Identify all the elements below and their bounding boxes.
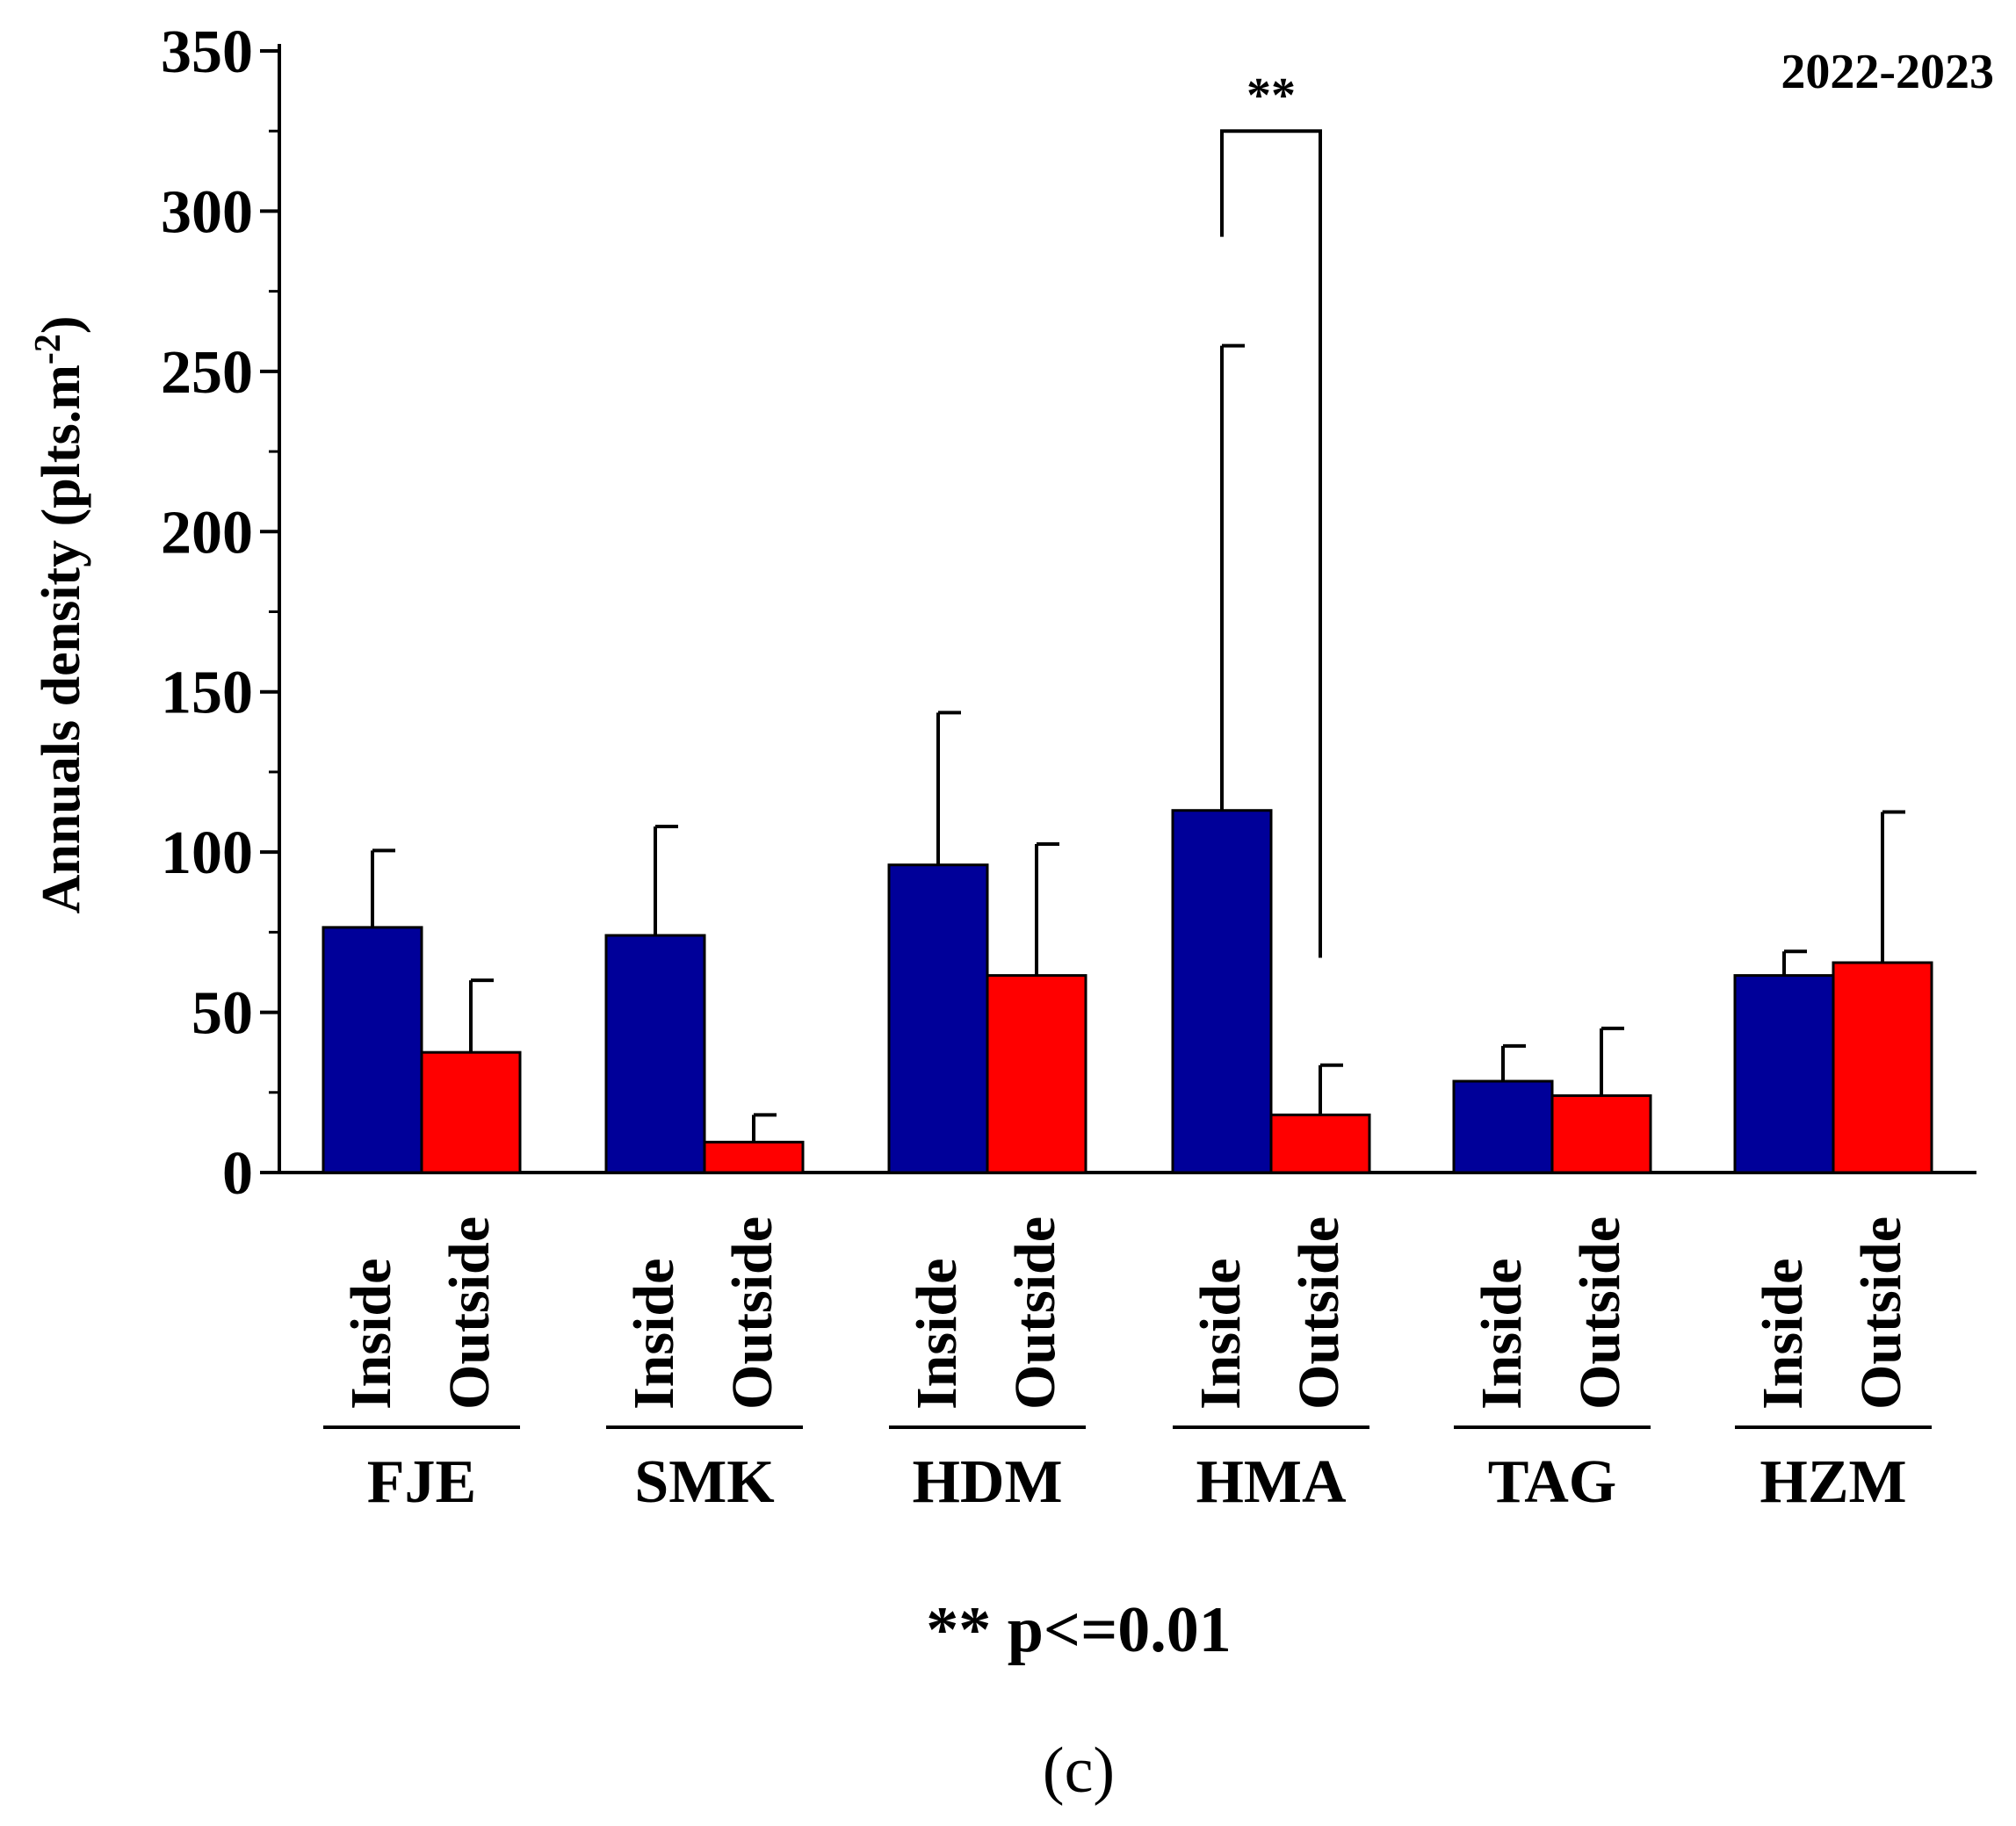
site-label-fje: FJE (367, 1448, 476, 1516)
condition-label: Outside (1003, 1216, 1067, 1410)
site-label-tag: TAG (1488, 1448, 1617, 1516)
bar-hzm-inside (1733, 974, 1835, 1174)
site-label-hma: HMA (1196, 1448, 1347, 1516)
bar-smk-outside (703, 1140, 805, 1174)
bar-hdm-outside (986, 974, 1087, 1174)
plot-area (260, 44, 1976, 1429)
condition-label: Inside (905, 1259, 969, 1410)
y-axis-title-main: Annuals density (plts.m (32, 364, 91, 913)
bar-fje-inside (322, 926, 423, 1174)
bar-hma-outside (1269, 1113, 1371, 1174)
bar-hzm-outside (1832, 961, 1933, 1174)
y-tick-label: 0 (222, 1140, 253, 1208)
y-tick-label: 300 (161, 178, 253, 246)
condition-label: Outside (1568, 1216, 1632, 1410)
bar-hma-inside (1171, 809, 1273, 1174)
bar-tag-inside (1452, 1079, 1554, 1174)
condition-label: Inside (1751, 1259, 1815, 1410)
condition-label: Inside (1470, 1259, 1534, 1410)
y-axis-title-suffix: ) (32, 316, 91, 335)
chart-title: 2022-2023 (1781, 45, 1994, 99)
significance-footnote: ** p<=0.01 (926, 1594, 1232, 1666)
y-tick-label: 350 (161, 18, 253, 86)
site-label-smk: SMK (634, 1448, 774, 1516)
y-tick-label: 200 (161, 499, 253, 567)
condition-label: Inside (622, 1259, 686, 1410)
significance-marker: ** (1246, 69, 1296, 123)
site-label-hdm: HDM (912, 1448, 1062, 1516)
bar-fje-outside (420, 1050, 522, 1174)
y-tick-label: 250 (161, 339, 253, 407)
y-tick-label: 50 (191, 980, 253, 1048)
condition-label: Inside (339, 1259, 403, 1410)
bar-smk-inside (604, 934, 706, 1174)
y-tick-label: 100 (161, 819, 253, 887)
bar-tag-outside (1550, 1093, 1652, 1174)
condition-label: Outside (437, 1216, 502, 1410)
panel-label: (c) (1043, 1735, 1115, 1807)
condition-label: Outside (1849, 1216, 1913, 1410)
condition-label: Outside (1287, 1216, 1351, 1410)
bar-hdm-inside (887, 863, 989, 1174)
y-tick-label: 150 (161, 660, 253, 727)
y-axis-title: Annuals density (plts.m-2) (28, 316, 91, 914)
significance-bracket (1220, 129, 1322, 958)
label-layer: 0 50 100 150 200 250 300 350 Inside Outside FJE Ins… (161, 18, 1913, 1516)
site-label-hzm: HZM (1759, 1448, 1906, 1516)
y-axis-title-superscript: -2 (28, 334, 69, 364)
condition-label: Inside (1189, 1259, 1253, 1410)
condition-label: Outside (720, 1216, 784, 1410)
